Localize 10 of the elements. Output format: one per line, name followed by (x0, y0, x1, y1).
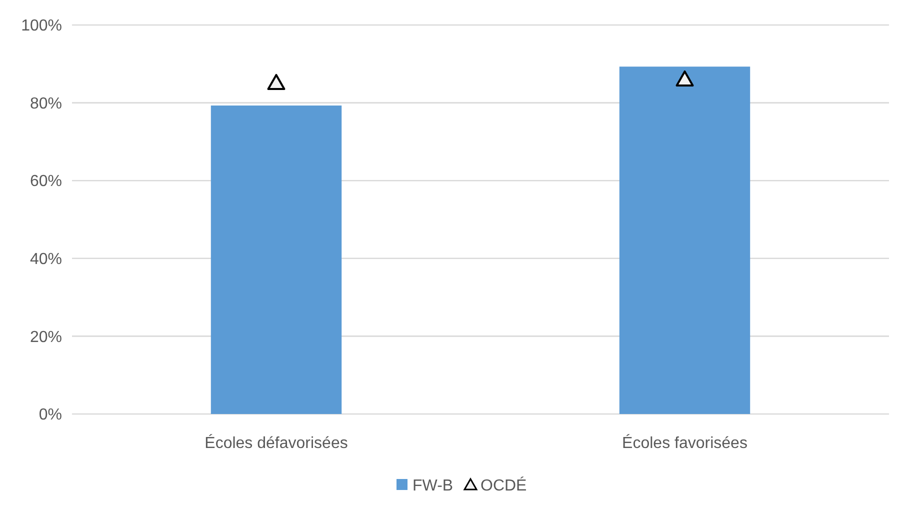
legend-label: FW-B (412, 478, 454, 495)
y-tick-label: 60% (30, 173, 62, 190)
y-tick-label: 0% (38, 406, 62, 424)
y-tick-label: 100% (21, 18, 62, 35)
y-tick-label: 40% (30, 251, 62, 268)
x-tick-label: Écoles défavorisées (204, 434, 348, 452)
x-tick-label: Écoles favorisées (622, 434, 748, 452)
y-tick-label: 80% (30, 95, 62, 112)
y-tick-label: 20% (30, 328, 62, 346)
legend-label: OCDÉ (480, 476, 527, 495)
